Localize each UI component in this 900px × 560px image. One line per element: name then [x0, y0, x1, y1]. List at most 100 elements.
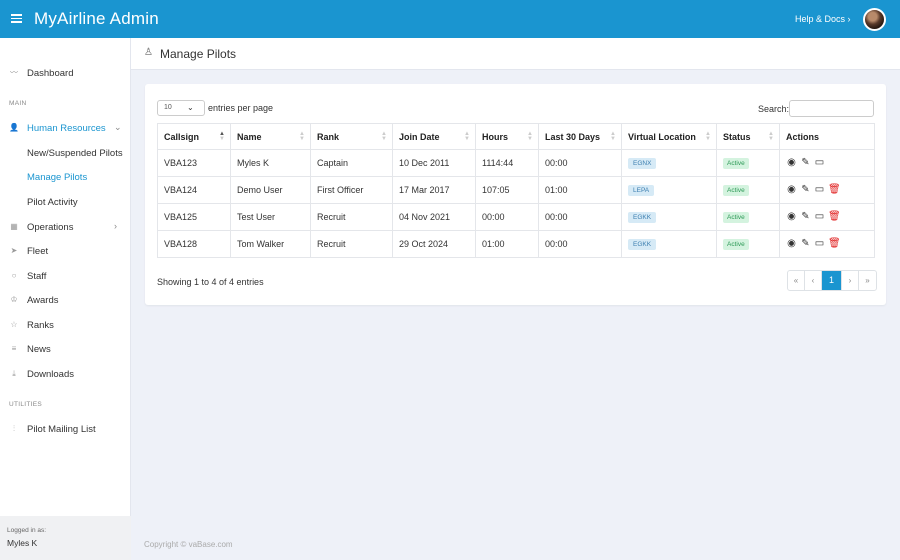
chevron-down-icon: ⌄ [187, 103, 194, 112]
first-page-button[interactable]: « [788, 271, 805, 290]
card-icon[interactable]: ▭ [814, 238, 825, 250]
sidebar-item-human-resources[interactable]: 👤 Human Resources ⌄ [0, 119, 131, 139]
col-status[interactable]: Status ▲ ▼ [716, 123, 780, 150]
sidebar-item-operations[interactable]: ▦ Operations › [0, 218, 131, 238]
sidebar-subitem-pilot-activity[interactable]: Pilot Activity [27, 197, 78, 208]
trash-icon[interactable]: 🗑 [828, 184, 841, 196]
table-row: VBA125 Test User Recruit 04 Nov 2021 00:… [157, 203, 875, 231]
cell-join-date: 10 Dec 2011 [392, 149, 476, 177]
sidebar-item-label: Dashboard [27, 68, 74, 79]
status-badge: Active [723, 158, 749, 169]
sidebar-item-awards[interactable]: ♔ Awards [0, 291, 131, 311]
col-callsign[interactable]: Callsign ▲ ▼ [157, 123, 231, 150]
user-icon: ♙ [144, 47, 153, 58]
sidebar-item-staff[interactable]: ○ Staff [0, 267, 131, 287]
sort-icon: ▲ ▼ [299, 131, 305, 142]
table-row: VBA123 Myles K Captain 10 Dec 2011 1114:… [157, 149, 875, 177]
sort-icon: ▲ ▼ [768, 131, 774, 142]
trash-icon[interactable]: 🗑 [828, 238, 841, 250]
cell-rank: Recruit [310, 230, 393, 258]
sidebar-item-ranks[interactable]: ☆ Ranks [0, 316, 131, 336]
table-row: VBA124 Demo User First Officer 17 Mar 20… [157, 176, 875, 204]
sort-asc-icon: ▲ ▼ [219, 131, 225, 142]
pilots-table: Callsign ▲ ▼ Name ▲ ▼ Rank ▲ ▼ Join Date ▲ ▼ Hou… [157, 123, 875, 258]
sidebar-item-label: Ranks [27, 320, 54, 331]
prev-page-button[interactable]: ‹ [805, 271, 822, 290]
sidebar-subitem-manage-pilots[interactable]: Manage Pilots [27, 172, 88, 183]
column-header-label: Name [237, 131, 262, 142]
cell-location: EGKK [621, 230, 717, 258]
page-length-select[interactable]: 10 ⌄ [157, 100, 205, 116]
cell-last-30-days: 00:00 [538, 230, 622, 258]
col-virtual-location[interactable]: Virtual Location ▲ ▼ [621, 123, 717, 150]
sidebar-item-dashboard[interactable]: 〰 Dashboard [0, 64, 131, 84]
cell-hours: 01:00 [475, 230, 539, 258]
menu-icon[interactable] [11, 14, 22, 23]
table-info: Showing 1 to 4 of 4 entries [157, 277, 264, 287]
sidebar-subitem-new-suspended[interactable]: New/Suspended Pilots [27, 148, 123, 159]
pilots-card: 10 ⌄ entries per page Search: Callsign ▲ ▼… [145, 84, 886, 305]
help-docs-link[interactable]: Help & Docs › [795, 14, 851, 24]
grid-icon: ▦ [10, 222, 18, 231]
logged-in-label: Logged in as: [7, 527, 47, 534]
card-icon[interactable]: ▭ [814, 184, 825, 196]
table-header-row: Callsign ▲ ▼ Name ▲ ▼ Rank ▲ ▼ Join Date ▲ ▼ Hou… [157, 123, 875, 150]
sidebar-item-label: Downloads [27, 369, 74, 380]
edit-icon[interactable]: ✎ [801, 157, 810, 169]
cell-last-30-days: 01:00 [538, 176, 622, 204]
sidebar-item-label: Staff [27, 271, 47, 282]
column-header-label: Status [723, 131, 751, 142]
location-badge: EGNX [628, 158, 657, 169]
next-page-button[interactable]: › [842, 271, 859, 290]
sidebar-item-label: Human Resources [27, 123, 106, 134]
cell-status: Active [716, 176, 780, 204]
cell-status: Active [716, 230, 780, 258]
search-input[interactable] [789, 100, 874, 117]
trash-icon[interactable]: 🗑 [828, 211, 841, 223]
avatar[interactable] [863, 8, 886, 31]
sidebar-item-fleet[interactable]: ➤ Fleet [0, 242, 131, 262]
copyright: Copyright © vaBase.com [144, 540, 233, 549]
cell-hours: 1114:44 [475, 149, 539, 177]
col-last-30-days[interactable]: Last 30 Days ▲ ▼ [538, 123, 622, 150]
cell-hours: 107:05 [475, 176, 539, 204]
bar-chart-icon: ⫶ [13, 424, 15, 433]
sidebar-item-news[interactable]: ≡ News [0, 340, 131, 360]
award-icon: ♔ [10, 295, 18, 304]
col-join-date[interactable]: Join Date ▲ ▼ [392, 123, 476, 150]
cell-join-date: 29 Oct 2024 [392, 230, 476, 258]
eye-icon[interactable]: ◉ [787, 211, 796, 223]
send-icon: ➤ [10, 246, 18, 255]
eye-icon[interactable]: ◉ [787, 184, 796, 196]
top-bar: MyAirline Admin Help & Docs › [0, 0, 900, 38]
entries-per-page-label: entries per page [208, 103, 274, 113]
last-page-button[interactable]: » [865, 276, 870, 285]
sidebar-section-main: MAIN [9, 100, 27, 107]
sidebar-item-downloads[interactable]: ⤓ Downloads [0, 365, 131, 385]
status-badge: Active [723, 239, 749, 250]
col-rank[interactable]: Rank ▲ ▼ [310, 123, 393, 150]
edit-icon[interactable]: ✎ [801, 211, 810, 223]
edit-icon[interactable]: ✎ [801, 184, 810, 196]
edit-icon[interactable]: ✎ [801, 238, 810, 250]
list-icon: ≡ [11, 344, 17, 353]
card-icon[interactable]: ▭ [814, 157, 825, 169]
cell-hours: 00:00 [475, 203, 539, 231]
sidebar-item-label: News [27, 344, 51, 355]
sidebar-item-mailing-list[interactable]: ⫶ Pilot Mailing List [0, 420, 131, 440]
col-hours[interactable]: Hours ▲ ▼ [475, 123, 539, 150]
eye-icon[interactable]: ◉ [787, 238, 796, 250]
cell-actions: ◉ ✎ ▭ [779, 149, 875, 177]
page-length-value: 10 [164, 104, 172, 111]
column-header-label: Hours [482, 131, 509, 142]
eye-icon[interactable]: ◉ [787, 157, 796, 169]
sidebar-section-utilities: UTILITIES [9, 401, 43, 408]
col-name[interactable]: Name ▲ ▼ [230, 123, 311, 150]
page-1-button[interactable]: 1 [822, 271, 842, 290]
cell-callsign: VBA124 [157, 176, 231, 204]
card-icon[interactable]: ▭ [814, 211, 825, 223]
status-badge: Active [723, 212, 749, 223]
cell-location: EGNX [621, 149, 717, 177]
cell-callsign: VBA125 [157, 203, 231, 231]
cell-status: Active [716, 149, 780, 177]
